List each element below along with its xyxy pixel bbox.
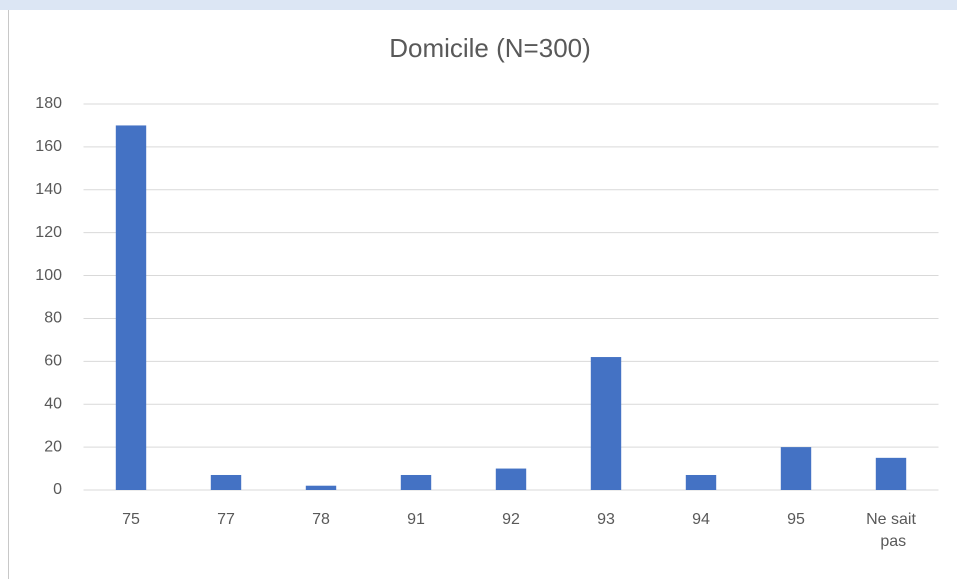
x-tick-label: 92 (502, 511, 520, 528)
x-tick-label: 91 (407, 511, 425, 528)
bar (305, 485, 337, 490)
y-tick-label: 120 (35, 224, 62, 241)
y-tick-label: 180 (35, 95, 62, 112)
y-tick-label: 80 (44, 310, 62, 327)
x-tick-label: 78 (312, 511, 330, 528)
y-tick-label: 160 (35, 138, 62, 155)
y-tick-label: 100 (35, 267, 62, 284)
top-strip (0, 0, 957, 10)
x-tick-label: 75 (122, 511, 140, 528)
y-tick-label: 20 (44, 438, 62, 455)
bar (780, 447, 812, 490)
y-tick-label: 140 (35, 181, 62, 198)
x-tick-label: 94 (692, 511, 710, 528)
bar (495, 468, 527, 490)
chart-title: Domicile (N=300) (389, 33, 591, 63)
x-tick-label: 93 (597, 511, 615, 528)
y-tick-label: 40 (44, 395, 62, 412)
x-tick-label: 95 (787, 511, 805, 528)
x-tick-label: Ne sait pas (866, 511, 916, 550)
bar (685, 474, 717, 490)
x-tick-label: 77 (217, 511, 235, 528)
bar (590, 357, 622, 490)
y-tick-label: 60 (44, 353, 62, 370)
bar (115, 125, 147, 490)
y-tick-label: 0 (53, 481, 62, 498)
bar (875, 457, 907, 490)
bar (400, 474, 432, 490)
bar (210, 474, 242, 490)
